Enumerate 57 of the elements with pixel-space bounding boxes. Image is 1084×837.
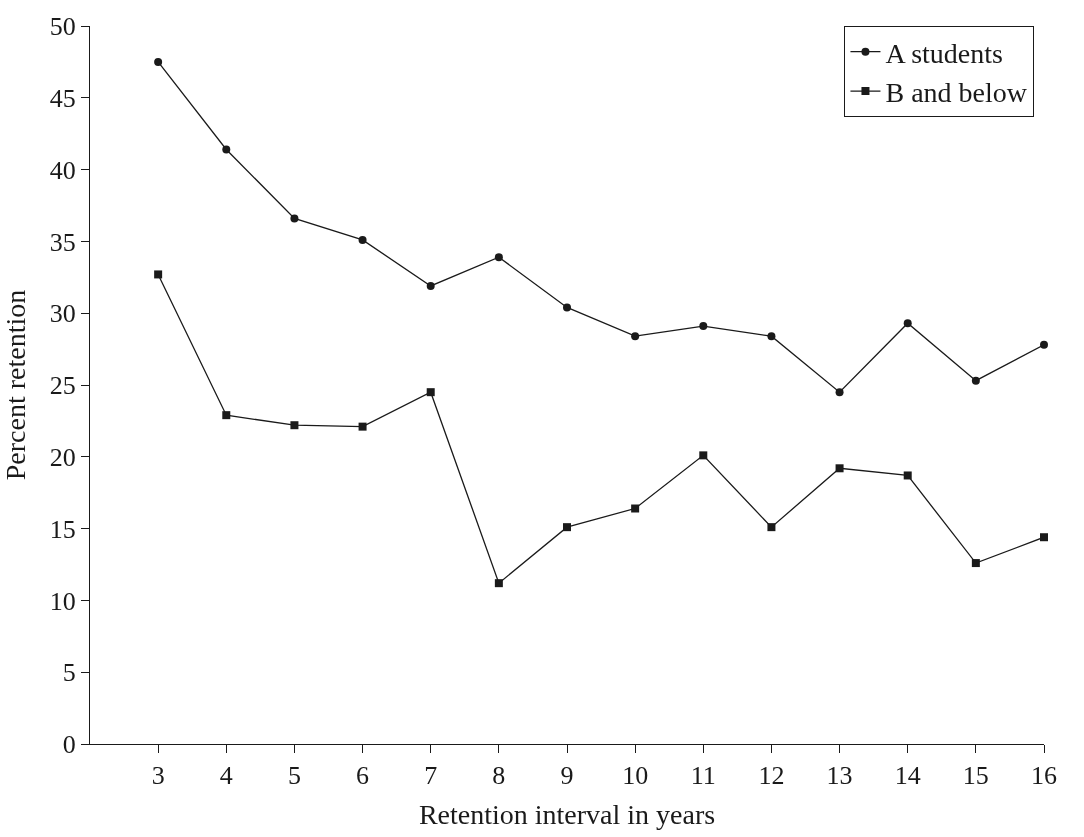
point (835, 464, 844, 473)
y-axis-title: Percent retention (0, 289, 32, 481)
point (971, 376, 980, 385)
x-tick-label: 12 (758, 761, 785, 791)
x-tick-label: 9 (560, 761, 574, 791)
point (358, 422, 367, 431)
point (222, 145, 231, 154)
point (699, 451, 708, 460)
point (222, 411, 231, 420)
x-tick-label: 6 (356, 761, 370, 791)
y-tick-label: 30 (49, 299, 76, 329)
legend-label: A students (885, 37, 1003, 69)
x-tick-label: 11 (690, 761, 716, 791)
point (1040, 340, 1048, 349)
point (1040, 533, 1048, 542)
x-tick-label: 7 (424, 761, 438, 791)
point (290, 421, 299, 430)
point (699, 322, 708, 331)
x-axis-title: Retention interval in years (418, 799, 716, 831)
x-tick-label: 5 (287, 761, 301, 791)
x-tick-label: 13 (826, 761, 853, 791)
point (563, 303, 571, 312)
point (358, 235, 367, 244)
point (426, 281, 435, 290)
y-tick-label: 40 (49, 155, 76, 185)
point (154, 57, 163, 66)
point (563, 523, 571, 532)
x-tick-label: 10 (622, 761, 649, 791)
point (903, 319, 912, 328)
y-tick-label: 10 (49, 586, 76, 616)
point (835, 388, 844, 397)
x-tick-label: 3 (151, 761, 165, 791)
point (767, 332, 776, 341)
x-tick-label: 8 (492, 761, 506, 791)
point (154, 270, 163, 279)
x-tick-label: 14 (894, 761, 921, 791)
point (767, 523, 776, 532)
x-tick-label: 16 (1031, 761, 1057, 791)
y-tick-label: 0 (62, 730, 76, 760)
y-tick-label: 20 (49, 442, 76, 472)
y-tick-label: 5 (62, 658, 76, 688)
point (494, 253, 503, 262)
y-tick-label: 25 (49, 371, 76, 401)
point (290, 214, 299, 223)
point (631, 504, 640, 513)
point (971, 559, 980, 568)
point (494, 579, 503, 588)
y-tick-label: 45 (49, 83, 76, 113)
y-tick-label: 50 (49, 12, 76, 42)
x-tick-label: 4 (219, 761, 233, 791)
point (426, 388, 435, 397)
legend-label: B and below (885, 77, 1028, 109)
x-tick-label: 15 (962, 761, 989, 791)
point (631, 332, 640, 341)
y-tick-label: 35 (49, 227, 76, 257)
point (903, 471, 912, 480)
y-tick-label: 15 (49, 514, 76, 544)
